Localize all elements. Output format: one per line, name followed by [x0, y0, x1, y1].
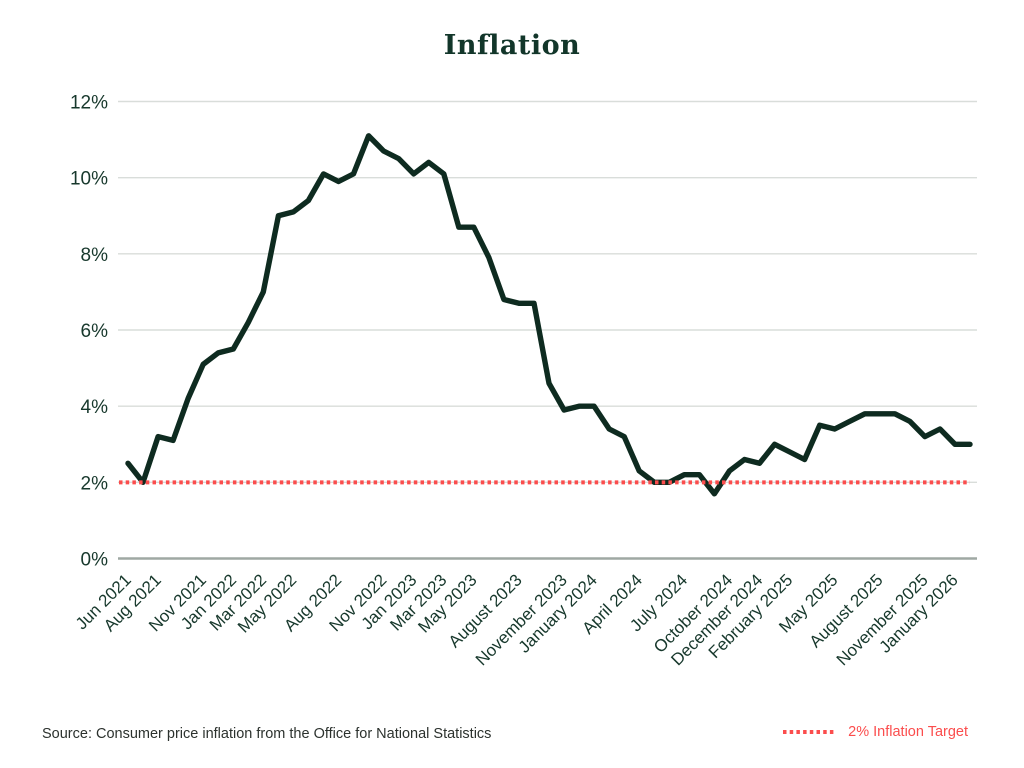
source-note: Source: Consumer price inflation from th…	[42, 726, 492, 742]
y-axis-label: 12%	[70, 93, 108, 114]
y-axis-label: 8%	[81, 245, 109, 266]
y-axis-label: 0%	[81, 550, 109, 571]
target-legend: 2% Inflation Target	[782, 724, 968, 740]
y-axis-label: 6%	[81, 321, 109, 342]
inflation-line	[125, 133, 973, 497]
chart-title: Inflation	[443, 30, 581, 61]
y-axis-label: 10%	[70, 169, 108, 190]
y-axis-label: 4%	[81, 397, 109, 418]
target-legend-label: 2% Inflation Target	[848, 724, 968, 740]
dotted-line-icon	[783, 730, 836, 734]
y-axis-label: 2%	[81, 473, 109, 494]
